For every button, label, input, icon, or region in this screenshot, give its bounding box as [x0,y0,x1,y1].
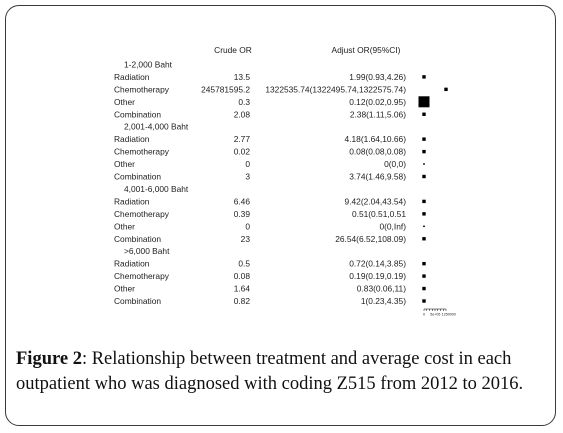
row-label: Chemotherapy [114,271,170,281]
adjust-or-value: 4.18(1.64,10.66) [345,134,407,144]
or-marker [422,261,426,266]
x-tick-label: 0 [423,313,425,317]
row-label: Chemotherapy [114,209,170,219]
crude-or-value: 1.64 [234,284,251,294]
adjust-or-value: 1(0.23,4.35) [361,296,406,306]
adjust-or-value: 26.54(6.52,108.09) [335,234,406,244]
adjust-or-value: 3.74(1.46,9.58) [349,172,406,182]
row-label: Chemotherapy [114,84,170,94]
or-marker [422,112,426,116]
or-marker [422,286,426,291]
crude-or-value: 0.08 [234,271,251,281]
row-label: Radiation [114,196,150,206]
figure-frame [5,5,556,426]
adjust-or-value: 0(0,0) [384,159,406,169]
adjust-or-value: 9.42(2.04,43.54) [345,196,407,206]
crude-or-value: 2.08 [234,109,251,119]
header-adjust-or: Adjust OR(95%CI) [332,45,401,55]
row-label: Combination [114,296,161,306]
crude-or-value: 2.77 [234,134,251,144]
group-label: 4,001-6,000 Baht [124,184,189,194]
crude-or-value: 6.46 [234,196,251,206]
row-label: Radiation [114,259,150,269]
adjust-or-value: 0.08(0.08,0.08) [349,147,406,157]
or-marker [422,274,426,278]
adjust-or-value: 0.83(0.06,11) [357,284,406,294]
adjust-or-value: 1.99(0.93,4.26) [349,72,406,82]
adjust-or-value: 2.38(1.11,5.06) [350,109,406,119]
adjust-or-value: 0.72(0.14,3.85) [349,259,406,269]
caption-label: Figure 2 [16,349,82,369]
row-label: Radiation [114,72,150,82]
row-label: Other [114,284,135,294]
row-label: Other [114,159,135,169]
or-marker [422,137,426,141]
row-label: Combination [114,234,161,244]
adjust-or-value: 0.19(0.19,0.19) [349,271,406,281]
crude-or-value: 3 [245,172,250,182]
group-label: >6,000 Baht [124,246,170,256]
row-label: Radiation [114,134,150,144]
or-marker [422,75,426,79]
or-marker [444,87,448,92]
crude-or-value: 0.39 [234,209,251,219]
group-label: 2,001-4,000 Baht [124,122,189,132]
crude-or-value: 13.5 [234,72,251,82]
adjust-or-value: 0(0,Inf) [379,221,406,231]
crude-or-value: 0.3 [238,97,250,107]
crude-or-value: 0 [245,221,250,231]
or-marker [422,299,426,303]
crude-or-value: 245781595.2 [201,84,250,94]
or-marker [418,96,430,108]
x-tick-label: 5e+05 [430,313,440,317]
figure-caption: Figure 2: Relationship between treatment… [16,347,548,397]
or-marker [422,199,426,204]
or-marker [422,174,426,179]
header-crude-or: Crude OR [214,45,252,55]
adjust-or-value: 0.51(0.51,0.51 [352,209,406,219]
crude-or-value: 0.5 [238,259,250,269]
or-marker [422,212,426,216]
crude-or-value: 0.82 [234,296,251,306]
row-label: Other [114,97,135,107]
crude-or-value: 0.02 [234,147,251,157]
row-label: Combination [114,172,161,182]
or-marker [422,237,426,241]
crude-or-value: 0 [245,159,250,169]
row-label: Other [114,221,135,231]
crude-or-value: 23 [241,234,251,244]
or-marker [423,163,425,165]
or-marker [422,149,426,154]
row-label: Combination [114,109,161,119]
row-label: Chemotherapy [114,147,170,157]
adjust-or-value: 1322535.74(1322495.74,1322575.74) [265,84,406,94]
or-marker [423,225,425,228]
forest-plot: Crude OR Adjust OR(95%CI) 1-2,000 Baht Radi… [114,45,456,317]
adjust-or-value: 0.12(0.02,0.95) [349,97,406,107]
caption-text: : Relationship between treatment and ave… [16,349,524,394]
x-tick-label: 1250000 [442,313,456,317]
group-label: 1-2,000 Baht [124,59,173,69]
